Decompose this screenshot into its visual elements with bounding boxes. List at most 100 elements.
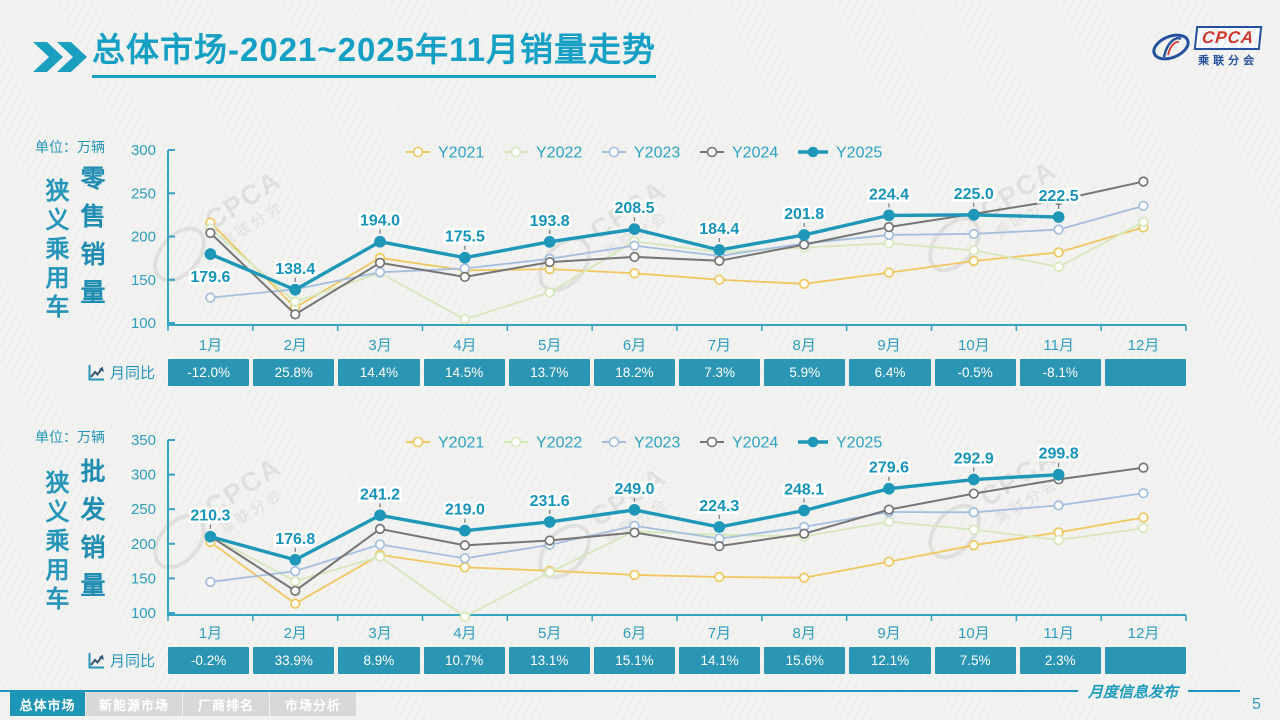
month-label: 10月 [958, 625, 990, 642]
data-label: 225.0 [954, 186, 994, 203]
yoy-cell: -0.5% [934, 359, 1016, 386]
legend-label: Y2025 [836, 145, 882, 162]
month-label: 5月 [538, 337, 562, 354]
data-label: 210.3 [190, 508, 230, 525]
legend-item-Y2022: Y2022 [504, 145, 582, 162]
y-tick-label: 100 [131, 605, 156, 622]
legend-label: Y2021 [438, 145, 484, 162]
nav-tab-market-analysis[interactable]: 市场分析 [270, 692, 356, 716]
trend-chart-icon [88, 365, 104, 381]
month-label: 3月 [368, 625, 392, 642]
yoy-cell: 8.9% [338, 647, 420, 674]
page-title: 总体市场-2021~2025年11月销量走势 [92, 30, 656, 78]
footer-divider [0, 690, 1240, 692]
cpca-swoosh-icon [1152, 33, 1190, 61]
cpca-logo-text: CPCA [1193, 26, 1263, 50]
y-tick-label: 150 [131, 272, 156, 289]
series-Y2025 [204, 209, 1065, 296]
title-chevrons-icon [33, 42, 87, 72]
data-label: 248.1 [784, 482, 824, 499]
month-label: 5月 [538, 625, 562, 642]
yoy-cell: 2.3% [1019, 647, 1101, 674]
legend-label: Y2023 [634, 435, 680, 452]
month-label: 12月 [1127, 625, 1160, 642]
yoy-cell: -0.2% [168, 647, 250, 674]
legend-item-Y2025: Y2025 [798, 145, 882, 162]
y-tick-label: 200 [131, 536, 156, 553]
legend-item-Y2024: Y2024 [700, 145, 778, 162]
nav-tab-nev-market[interactable]: 新能源市场 [86, 692, 182, 716]
yoy-label-wholesale: 月同比 [88, 647, 155, 674]
month-label: 7月 [707, 625, 732, 642]
category-label-retail: 狭义乘用车 [41, 178, 68, 323]
month-label: 1月 [198, 337, 223, 354]
data-label: 224.4 [869, 186, 909, 203]
legend-item-Y2023: Y2023 [602, 145, 680, 162]
data-label: 219.0 [445, 502, 485, 519]
y-tick-label: 300 [131, 467, 156, 484]
month-label: 1月 [198, 625, 223, 642]
data-label: 208.5 [614, 200, 654, 217]
unit-label-wholesale: 单位：万辆 [35, 429, 105, 445]
data-label: 224.3 [699, 498, 739, 515]
data-label: 279.6 [869, 460, 909, 477]
yoy-cell: 10.7% [423, 647, 505, 674]
month-label: 9月 [877, 337, 901, 354]
series-Y2024 [205, 462, 1149, 597]
y-tick-label: 150 [131, 570, 156, 587]
yoy-cell: 15.1% [593, 647, 676, 674]
yoy-cell: -8.1% [1019, 359, 1101, 386]
bottom-nav: 总体市场 新能源市场 厂商排名 市场分析 [10, 692, 356, 716]
month-label: 7月 [707, 337, 732, 354]
data-label: 176.8 [275, 531, 315, 548]
month-label: 6月 [622, 625, 647, 642]
yoy-cell: 33.9% [253, 647, 335, 674]
y-tick-label: 300 [131, 142, 156, 159]
category-label-wholesale: 狭义乘用车 [41, 470, 68, 615]
yoy-cell: 15.6% [764, 647, 846, 674]
legend-label: Y2024 [732, 145, 778, 162]
cpca-logo-subtitle: 乘联分会 [1198, 55, 1259, 67]
legend-label: Y2021 [438, 435, 484, 452]
nav-tab-oem-ranking[interactable]: 厂商排名 [183, 692, 269, 716]
yoy-cell: 14.5% [423, 359, 505, 386]
month-label: 12月 [1127, 337, 1160, 354]
yoy-cell: 18.2% [593, 359, 676, 386]
yoy-cell: 7.5% [934, 647, 1016, 674]
data-label: 179.6 [190, 269, 230, 286]
data-label: 222.5 [1039, 188, 1079, 205]
data-label: 175.5 [445, 229, 485, 246]
month-label: 11月 [1043, 337, 1074, 354]
cpca-logo: CPCA 乘联分会 [1150, 26, 1263, 68]
legend-item-Y2025: Y2025 [798, 435, 882, 452]
unit-label-retail: 单位：万辆 [35, 139, 105, 155]
nav-tab-overall-market[interactable]: 总体市场 [10, 692, 85, 716]
yoy-label-retail: 月同比 [88, 359, 155, 386]
series-Y2022 [205, 216, 1149, 325]
month-label: 11月 [1043, 625, 1074, 642]
page-number: 5 [1252, 696, 1261, 713]
data-label: 193.8 [530, 213, 570, 230]
y-tick-label: 200 [131, 229, 156, 246]
data-labels-Y2025: 179.6 138.4 194.0 175.5 193.8 208.5 184.4 201.8… [188, 183, 1081, 288]
series-Y2025 [204, 468, 1065, 566]
y-tick-label: 350 [131, 432, 156, 449]
yoy-cell: 13.1% [508, 647, 590, 674]
data-label: 194.0 [360, 213, 400, 230]
legend-label: Y2022 [536, 435, 582, 452]
yoy-cell: 13.7% [508, 359, 590, 386]
month-axis-wholesale: 1月 2月 3月 4月 5月 6月 7月 8月 9月 10月 11月 12月 [168, 622, 1186, 644]
data-label: 184.4 [699, 221, 739, 238]
legend-label: Y2025 [836, 435, 882, 452]
metric-label-wholesale: 批发销量 [77, 458, 105, 610]
month-label: 8月 [792, 625, 816, 642]
month-label: 2月 [283, 625, 307, 642]
data-label: 231.6 [530, 493, 570, 510]
month-label: 9月 [877, 625, 901, 642]
data-labels-Y2025: 210.3 176.8 241.2 219.0 231.6 249.0 224.3 248.1… [188, 443, 1081, 552]
month-axis-retail: 1月 2月 3月 4月 5月 6月 7月 8月 9月 10月 11月 12月 [168, 334, 1186, 356]
legend-item-Y2022: Y2022 [504, 435, 582, 452]
month-label: 10月 [958, 337, 990, 354]
yoy-cell: -12.0% [168, 359, 250, 386]
